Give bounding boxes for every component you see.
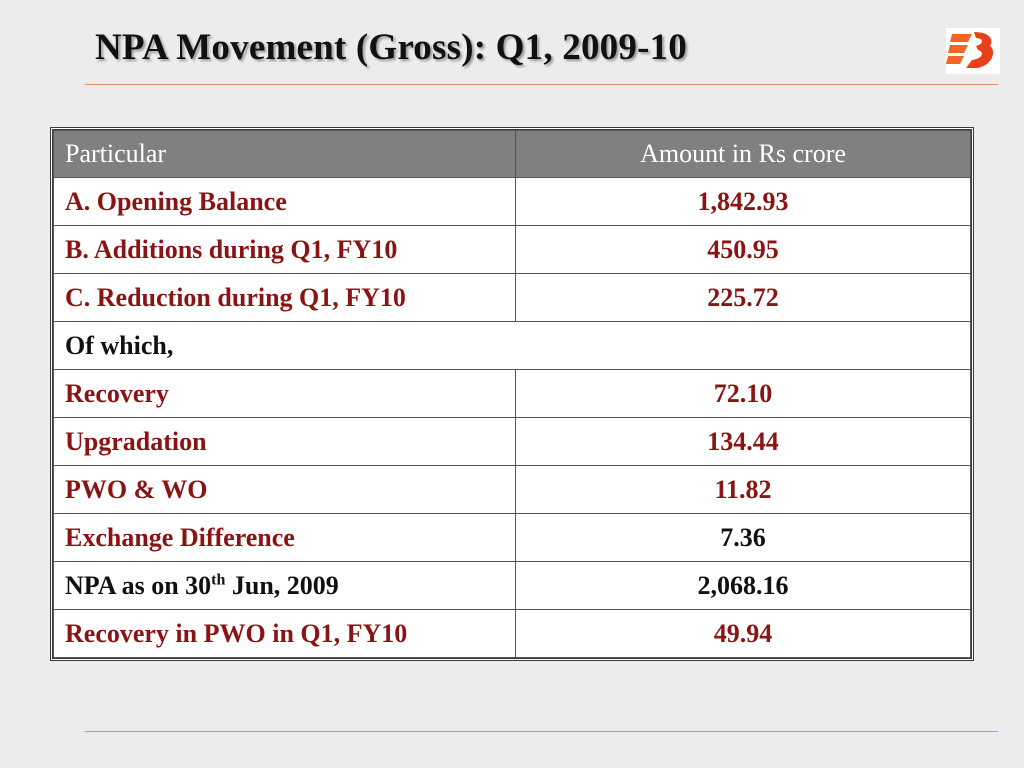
particular-cell: PWO & WO — [53, 465, 516, 514]
page-title: NPA Movement (Gross): Q1, 2009-10 — [95, 27, 687, 68]
amount-cell: 134.44 — [515, 417, 971, 466]
amount-cell: 450.95 — [515, 225, 971, 274]
particular-cell: Recovery — [53, 369, 516, 418]
particular-suffix: Jun, 2009 — [225, 570, 339, 600]
amount-cell: 2,068.16 — [515, 561, 971, 610]
table-header-row: Particular Amount in Rs crore — [53, 130, 971, 178]
particular-cell: A. Opening Balance — [53, 177, 516, 226]
table-row: Exchange Difference 7.36 — [53, 513, 971, 562]
amount-cell: 225.72 — [515, 273, 971, 322]
npa-movement-table: Particular Amount in Rs crore A. Opening… — [53, 130, 971, 658]
table-row: Upgradation 134.44 — [53, 417, 971, 466]
amount-cell: 49.94 — [515, 609, 971, 658]
particular-cell: C. Reduction during Q1, FY10 — [53, 273, 516, 322]
npa-table-frame: Particular Amount in Rs crore A. Opening… — [50, 127, 974, 661]
table-row: NPA as on 30th Jun, 2009 2,068.16 — [53, 561, 971, 610]
table-row: Recovery in PWO in Q1, FY10 49.94 — [53, 609, 971, 658]
top-divider — [85, 84, 998, 85]
amount-cell: 72.10 — [515, 369, 971, 418]
column-header-amount: Amount in Rs crore — [515, 130, 971, 178]
table-row: B. Additions during Q1, FY10 450.95 — [53, 225, 971, 274]
amount-cell: 1,842.93 — [515, 177, 971, 226]
particular-cell: Of which, — [53, 321, 971, 370]
particular-cell: B. Additions during Q1, FY10 — [53, 225, 516, 274]
bank-logo-icon — [946, 28, 1000, 74]
particular-cell: NPA as on 30th Jun, 2009 — [53, 561, 516, 610]
particular-cell: Exchange Difference — [53, 513, 516, 562]
bottom-divider — [85, 731, 998, 732]
table-row: Of which, — [53, 321, 971, 370]
particular-superscript: th — [211, 570, 226, 588]
table-row: A. Opening Balance 1,842.93 — [53, 177, 971, 226]
amount-cell: 11.82 — [515, 465, 971, 514]
amount-cell: 7.36 — [515, 513, 971, 562]
table-row: Recovery 72.10 — [53, 369, 971, 418]
particular-prefix: NPA as on 30 — [65, 570, 212, 600]
table-row: C. Reduction during Q1, FY10 225.72 — [53, 273, 971, 322]
particular-cell: Upgradation — [53, 417, 516, 466]
table-row: PWO & WO 11.82 — [53, 465, 971, 514]
particular-cell: Recovery in PWO in Q1, FY10 — [53, 609, 516, 658]
column-header-particular: Particular — [53, 130, 516, 178]
